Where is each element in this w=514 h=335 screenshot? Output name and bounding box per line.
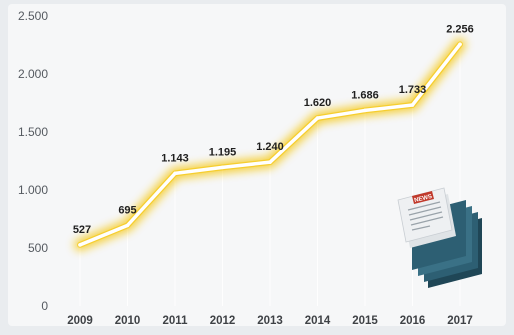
- x-tick-label: 2009: [67, 315, 93, 326]
- data-label: 1.240: [256, 141, 284, 153]
- y-tick-label: 1.500: [18, 125, 48, 139]
- y-axis: 0 500 1.000 1.500 2.000 2.500: [18, 9, 48, 313]
- data-labels: 527 695 1.143 1.195 1.240 1.620 1.686 1.733 2.25…: [73, 23, 474, 236]
- newspaper-sheet-icon: NEWS: [397, 187, 456, 248]
- x-tick-label: 2013: [257, 315, 283, 326]
- x-tick-label: 2017: [447, 315, 473, 326]
- x-tick-label: 2015: [352, 315, 378, 326]
- data-label: 1.733: [399, 84, 427, 96]
- line-chart: 0 500 1.000 1.500 2.000 2.500 2009 2010 2011 201…: [18, 9, 482, 327]
- y-tick-label: 2.000: [18, 67, 48, 81]
- data-point: [78, 243, 82, 247]
- newspaper-stack-icon: NEWS: [397, 187, 482, 288]
- news-badge-label: NEWS: [414, 194, 433, 204]
- chart-container: 0 500 1.000 1.500 2.000 2.500 2009 2010 2011 201…: [8, 4, 506, 327]
- data-label: 527: [73, 224, 91, 236]
- data-label: 1.195: [209, 146, 237, 158]
- x-tick-label: 2016: [400, 315, 426, 326]
- data-label: 1.620: [304, 97, 332, 109]
- data-point: [125, 223, 130, 228]
- y-tick-label: 2.500: [18, 9, 48, 23]
- x-tick-label: 2014: [305, 315, 331, 326]
- data-point: [458, 42, 462, 47]
- series-line: [74, 38, 466, 251]
- data-label: 1.686: [351, 89, 379, 101]
- data-point: [315, 116, 320, 120]
- y-tick-label: 0: [41, 299, 48, 313]
- data-point: [173, 171, 177, 176]
- data-label: 2.256: [446, 23, 474, 35]
- data-point: [268, 160, 272, 164]
- x-tick-label: 2011: [163, 315, 189, 326]
- data-point: [220, 165, 225, 170]
- data-point: [410, 103, 415, 107]
- x-tick-label: 2012: [210, 315, 236, 326]
- x-tick-label: 2010: [115, 315, 141, 326]
- data-label: 1.143: [161, 152, 189, 164]
- y-tick-label: 500: [28, 241, 48, 255]
- x-axis: 2009 2010 2011 2012 2013 2014 2015 2016 2017: [67, 315, 473, 327]
- data-point: [363, 108, 367, 113]
- data-label: 695: [118, 204, 136, 216]
- y-tick-label: 1.000: [18, 183, 48, 197]
